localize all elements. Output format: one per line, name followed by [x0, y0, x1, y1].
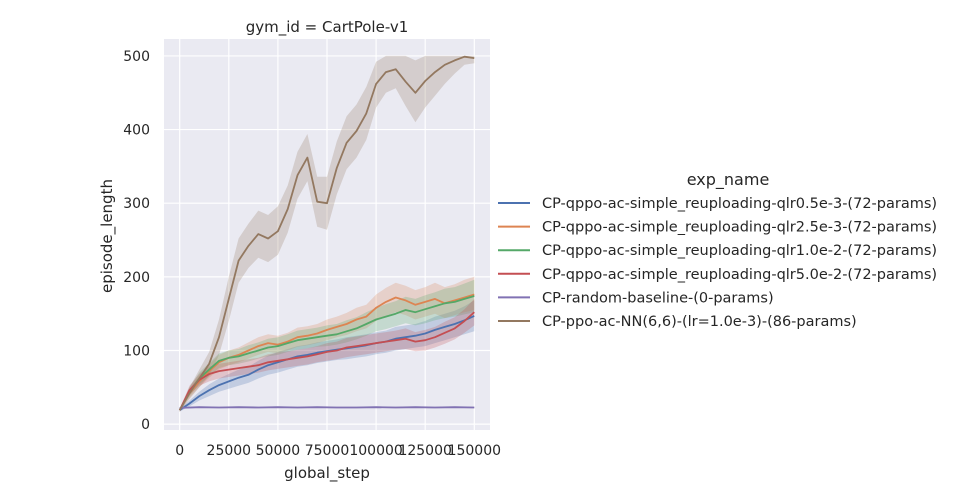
legend-label: CP-qppo-ac-simple_reuploading-qlr2.5e-3-…: [542, 220, 937, 236]
y-tick-label: 400: [123, 123, 150, 139]
legend: exp_name CP-qppo-ac-simple_reuploading-q…: [498, 170, 937, 330]
x-tick-label: 50000: [256, 443, 301, 459]
series-line-4: [179, 406, 475, 409]
y-tick-label: 100: [123, 343, 150, 359]
legend-label: CP-ppo-ac-NN(6,6)-(lr=1.0e-3)-(86-params…: [542, 314, 857, 330]
legend-label: CP-random-baseline-(0-params): [542, 290, 774, 306]
x-tick-label: 150000: [448, 443, 501, 459]
x-tick-label: 75000: [305, 443, 350, 459]
series-band-1: [179, 276, 475, 412]
x-tick-label: 100000: [349, 443, 402, 459]
series-line-3: [178, 311, 475, 411]
series-line-2: [178, 295, 475, 411]
x-tick-label: 125000: [398, 443, 451, 459]
series-band-3: [179, 298, 475, 412]
y-axis-ticks: 0 100 200 300 400 500: [123, 49, 150, 433]
x-tick-label: 0: [175, 443, 184, 459]
legend-label: CP-qppo-ac-simple_reuploading-qlr0.5e-3-…: [542, 196, 937, 212]
y-tick-label: 500: [123, 49, 150, 65]
legend-label: CP-qppo-ac-simple_reuploading-qlr5.0e-2-…: [542, 267, 937, 283]
y-tick-label: 300: [123, 196, 150, 212]
y-tick-label: 0: [141, 417, 150, 433]
series-band-0: [179, 300, 475, 412]
x-tick-label: 25000: [207, 443, 252, 459]
x-axis-label: global_step: [284, 464, 370, 483]
y-tick-label: 200: [123, 270, 150, 286]
y-axis-label: episode_length: [98, 179, 117, 293]
series-lines: [178, 55, 475, 411]
legend-title: exp_name: [687, 170, 770, 190]
series-line-5: [178, 55, 475, 411]
legend-label: CP-qppo-ac-simple_reuploading-qlr1.0e-2-…: [542, 243, 937, 259]
chart-title: gym_id = CartPole-v1: [246, 18, 409, 37]
